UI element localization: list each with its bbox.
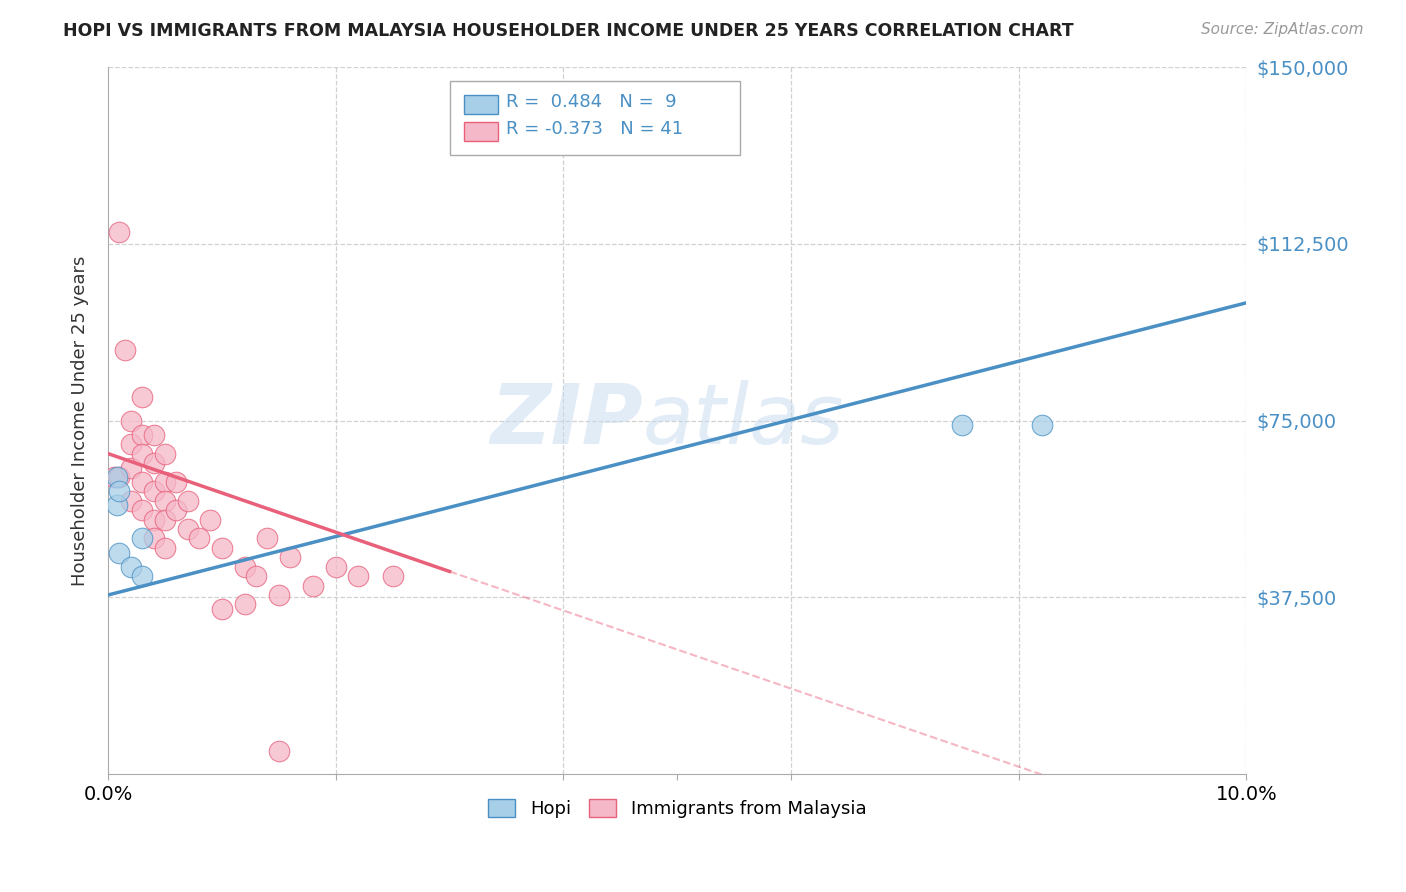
Point (131, 503, 153, 517)
Point (142, 532, 165, 546)
Point (267, 743, 290, 757)
Point (105, 470, 128, 484)
Point (142, 427, 165, 442)
Point (325, 559, 347, 574)
Point (131, 569, 153, 583)
Point (278, 550, 301, 565)
Point (256, 532, 278, 546)
Point (233, 598, 256, 612)
Text: Source: ZipAtlas.com: Source: ZipAtlas.com (1201, 22, 1364, 37)
Text: atlas: atlas (643, 380, 845, 461)
Legend: Hopi, Immigrants from Malaysia: Hopi, Immigrants from Malaysia (481, 791, 873, 825)
Y-axis label: Householder Income Under 25 years: Householder Income Under 25 years (72, 255, 89, 586)
Point (347, 569, 370, 583)
Point (120, 437, 142, 451)
Text: R =  0.484   N =  9: R = 0.484 N = 9 (506, 94, 678, 112)
Point (120, 559, 142, 574)
Point (120, 460, 142, 475)
Point (108, 545, 131, 559)
Point (950, 418, 973, 433)
Point (131, 475, 153, 489)
Point (153, 513, 176, 527)
Point (245, 569, 267, 583)
Text: R = -0.373   N = 41: R = -0.373 N = 41 (506, 120, 683, 138)
Point (114, 343, 136, 357)
Point (176, 493, 198, 508)
Point (131, 427, 153, 442)
Point (142, 484, 165, 499)
Point (211, 541, 233, 555)
Point (302, 578, 325, 592)
Point (153, 447, 176, 461)
Point (103, 470, 125, 484)
Point (211, 602, 233, 616)
Point (153, 493, 176, 508)
Point (108, 484, 131, 499)
Point (153, 541, 176, 555)
Point (108, 225, 131, 239)
Point (381, 569, 404, 583)
Point (165, 475, 187, 489)
Point (105, 499, 128, 513)
Point (165, 503, 187, 517)
Point (120, 414, 142, 428)
Point (233, 559, 256, 574)
Text: ZIP: ZIP (491, 380, 643, 461)
FancyBboxPatch shape (464, 121, 499, 141)
Point (188, 532, 211, 546)
Point (153, 475, 176, 489)
Point (142, 513, 165, 527)
Point (108, 470, 131, 484)
Point (200, 513, 222, 527)
FancyBboxPatch shape (450, 81, 740, 155)
Point (142, 456, 165, 470)
Point (1031, 418, 1053, 433)
Point (131, 532, 153, 546)
Point (131, 447, 153, 461)
Point (267, 588, 290, 602)
FancyBboxPatch shape (464, 95, 499, 114)
Point (120, 493, 142, 508)
Point (131, 390, 153, 404)
Text: HOPI VS IMMIGRANTS FROM MALAYSIA HOUSEHOLDER INCOME UNDER 25 YEARS CORRELATION C: HOPI VS IMMIGRANTS FROM MALAYSIA HOUSEHO… (63, 22, 1074, 40)
Point (176, 522, 198, 536)
